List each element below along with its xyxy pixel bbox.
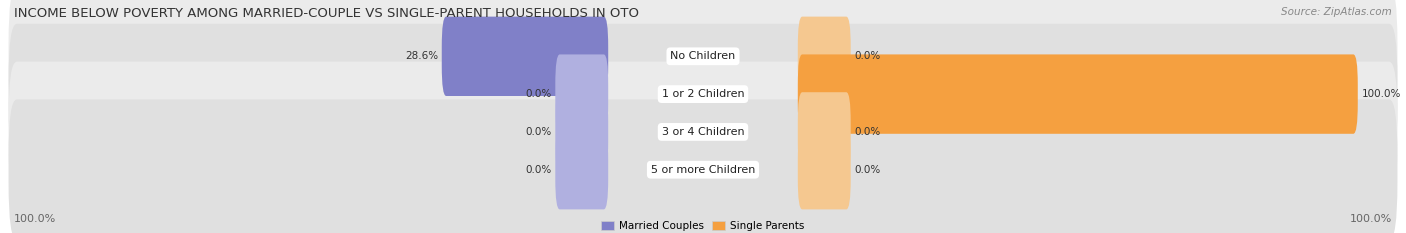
Text: 100.0%: 100.0% [1361, 89, 1400, 99]
Text: 0.0%: 0.0% [855, 127, 880, 137]
FancyBboxPatch shape [555, 130, 609, 209]
Text: 5 or more Children: 5 or more Children [651, 165, 755, 175]
FancyBboxPatch shape [8, 24, 1398, 164]
Text: 0.0%: 0.0% [526, 127, 551, 137]
Text: INCOME BELOW POVERTY AMONG MARRIED-COUPLE VS SINGLE-PARENT HOUSEHOLDS IN OTO: INCOME BELOW POVERTY AMONG MARRIED-COUPL… [14, 7, 640, 20]
FancyBboxPatch shape [555, 55, 609, 134]
FancyBboxPatch shape [797, 92, 851, 171]
FancyBboxPatch shape [8, 0, 1398, 127]
Text: Source: ZipAtlas.com: Source: ZipAtlas.com [1281, 7, 1392, 17]
Text: 0.0%: 0.0% [526, 165, 551, 175]
Text: 0.0%: 0.0% [855, 51, 880, 61]
FancyBboxPatch shape [8, 99, 1398, 233]
Text: 100.0%: 100.0% [14, 214, 56, 224]
Text: 3 or 4 Children: 3 or 4 Children [662, 127, 744, 137]
FancyBboxPatch shape [555, 92, 609, 171]
Text: 1 or 2 Children: 1 or 2 Children [662, 89, 744, 99]
FancyBboxPatch shape [797, 17, 851, 96]
FancyBboxPatch shape [797, 130, 851, 209]
Text: 28.6%: 28.6% [405, 51, 437, 61]
Legend: Married Couples, Single Parents: Married Couples, Single Parents [598, 217, 808, 233]
Text: No Children: No Children [671, 51, 735, 61]
FancyBboxPatch shape [797, 55, 1358, 134]
FancyBboxPatch shape [8, 62, 1398, 202]
Text: 0.0%: 0.0% [526, 89, 551, 99]
Text: 0.0%: 0.0% [855, 165, 880, 175]
FancyBboxPatch shape [441, 17, 609, 96]
Text: 100.0%: 100.0% [1350, 214, 1392, 224]
